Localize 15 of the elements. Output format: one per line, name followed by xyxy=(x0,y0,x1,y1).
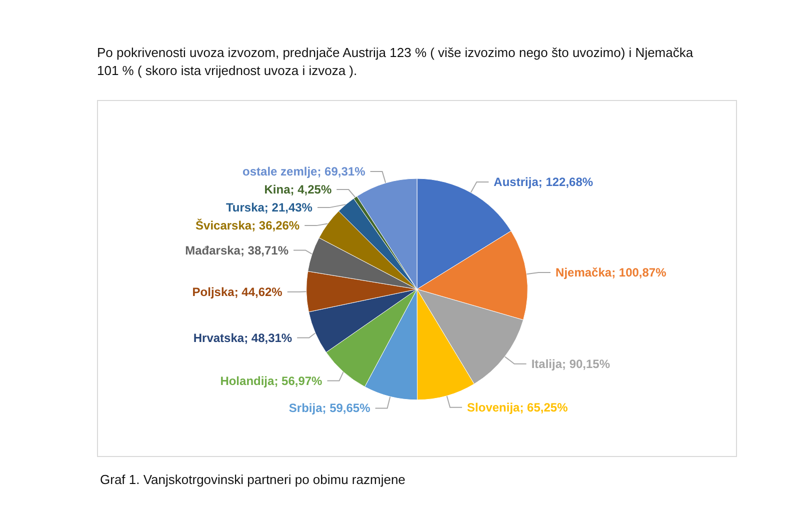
slice-label: Holandija; 56,97% xyxy=(220,374,323,388)
slice-label: Poljska; 44,62% xyxy=(192,284,283,299)
slice-label: Hrvatska; 48,31% xyxy=(193,330,292,345)
slice-label: Turska; 21,43% xyxy=(226,200,313,215)
slice-label: Slovenija; 65,25% xyxy=(467,400,568,414)
slice-label: Srbija; 59,65% xyxy=(288,401,371,416)
text: Graf 1. Vanjskotrgovinski partneri po obimu razmjene xyxy=(100,472,406,487)
slice-label: Njemačka; 100,87% xyxy=(556,265,667,280)
slice-label: Italija; 90,15% xyxy=(531,356,610,371)
slice-label: ostale zemlje; 69,31% xyxy=(242,164,366,179)
slice-label: Mađarska; 38,71% xyxy=(185,243,289,258)
slice-label: Švicarska; 36,26% xyxy=(196,218,300,233)
slice-label: Austrija; 122,68% xyxy=(494,175,594,190)
slice-label: Kina; 4,25% xyxy=(264,182,332,197)
chart-title: Po pokrivenosti uvoza izvozom, prednjače Austrija 123 % ( više izvozimo nego što uvozimo) i Njemačka 101 % ( skoro ista vrijednost uvoza i izvoza ). xyxy=(97,44,694,80)
